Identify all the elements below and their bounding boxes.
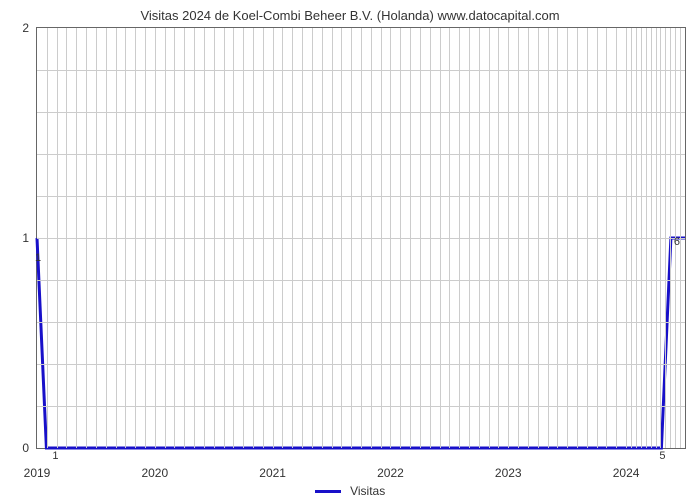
grid-line-v bbox=[302, 28, 303, 448]
x-tick-label: 2021 bbox=[259, 448, 286, 480]
legend: Visitas bbox=[0, 483, 700, 498]
grid-line-v bbox=[469, 28, 470, 448]
grid-line-v bbox=[420, 28, 421, 448]
grid-line-v bbox=[430, 28, 431, 448]
grid-line-v bbox=[194, 28, 195, 448]
grid-line-v bbox=[273, 28, 274, 448]
grid-line-v bbox=[361, 28, 362, 448]
plot-frame: 0122019202020212022202320241156 bbox=[36, 27, 686, 449]
grid-line-v bbox=[174, 28, 175, 448]
legend-swatch bbox=[315, 490, 341, 493]
grid-line-v bbox=[538, 28, 539, 448]
grid-line-v bbox=[282, 28, 283, 448]
grid-line-v bbox=[577, 28, 578, 448]
grid-line-v bbox=[459, 28, 460, 448]
grid-line-v bbox=[651, 28, 652, 448]
grid-line-v bbox=[341, 28, 342, 448]
grid-line-v bbox=[508, 28, 509, 448]
x-tick-label: 2020 bbox=[141, 448, 168, 480]
x-tick-label: 2022 bbox=[377, 448, 404, 480]
x-tick-label: 2023 bbox=[495, 448, 522, 480]
data-point-label: 1 bbox=[52, 450, 58, 462]
grid-line-v bbox=[57, 28, 58, 448]
chart-container: Visitas 2024 de Koel-Combi Beheer B.V. (… bbox=[0, 8, 700, 500]
grid-line-v bbox=[660, 28, 661, 448]
grid-line-v bbox=[381, 28, 382, 448]
grid-line-v bbox=[351, 28, 352, 448]
grid-line-v bbox=[312, 28, 313, 448]
grid-line-v bbox=[253, 28, 254, 448]
grid-line-v bbox=[76, 28, 77, 448]
grid-line-v bbox=[440, 28, 441, 448]
grid-line-v bbox=[636, 28, 637, 448]
grid-line-v bbox=[66, 28, 67, 448]
grid-line-v bbox=[528, 28, 529, 448]
y-tick-label: 1 bbox=[22, 231, 37, 245]
grid-line-v bbox=[165, 28, 166, 448]
grid-line-v bbox=[86, 28, 87, 448]
grid-line-v bbox=[587, 28, 588, 448]
grid-line-v bbox=[204, 28, 205, 448]
grid-line-v bbox=[597, 28, 598, 448]
grid-line-v bbox=[646, 28, 647, 448]
x-tick-label: 2024 bbox=[613, 448, 640, 480]
grid-line-v bbox=[135, 28, 136, 448]
grid-line-v bbox=[390, 28, 391, 448]
grid-line-v bbox=[400, 28, 401, 448]
grid-line-v bbox=[145, 28, 146, 448]
grid-line-v bbox=[670, 28, 671, 448]
grid-line-v bbox=[616, 28, 617, 448]
plot-area: 0122019202020212022202320241156 bbox=[36, 27, 686, 449]
grid-line-v bbox=[449, 28, 450, 448]
grid-line-v bbox=[641, 28, 642, 448]
grid-line-v bbox=[106, 28, 107, 448]
grid-line-v bbox=[557, 28, 558, 448]
grid-line-v bbox=[410, 28, 411, 448]
grid-line-v bbox=[233, 28, 234, 448]
grid-line-v bbox=[155, 28, 156, 448]
grid-line-v bbox=[184, 28, 185, 448]
grid-line-v bbox=[489, 28, 490, 448]
grid-line-v bbox=[243, 28, 244, 448]
chart-title: Visitas 2024 de Koel-Combi Beheer B.V. (… bbox=[0, 8, 700, 23]
grid-line-v bbox=[292, 28, 293, 448]
legend-label: Visitas bbox=[350, 484, 385, 498]
grid-line-v bbox=[47, 28, 48, 448]
grid-line-v bbox=[631, 28, 632, 448]
data-point-label: 6 bbox=[674, 236, 680, 248]
grid-line-v bbox=[680, 28, 681, 448]
grid-line-v bbox=[371, 28, 372, 448]
grid-line-v bbox=[656, 28, 657, 448]
grid-line-v bbox=[332, 28, 333, 448]
grid-line-v bbox=[498, 28, 499, 448]
grid-line-v bbox=[116, 28, 117, 448]
x-tick-label: 2019 bbox=[24, 448, 51, 480]
grid-line-v bbox=[322, 28, 323, 448]
grid-line-v bbox=[548, 28, 549, 448]
grid-line-v bbox=[567, 28, 568, 448]
grid-line-v bbox=[518, 28, 519, 448]
grid-line-v bbox=[665, 28, 666, 448]
y-tick-label: 2 bbox=[22, 21, 37, 35]
grid-line-v bbox=[96, 28, 97, 448]
grid-line-v bbox=[626, 28, 627, 448]
grid-line-v bbox=[479, 28, 480, 448]
grid-line-v bbox=[125, 28, 126, 448]
grid-line-v bbox=[224, 28, 225, 448]
grid-line-v bbox=[214, 28, 215, 448]
data-point-label: 1 bbox=[35, 252, 41, 264]
data-point-label: 5 bbox=[659, 450, 665, 462]
grid-line-v bbox=[606, 28, 607, 448]
grid-line-v bbox=[263, 28, 264, 448]
